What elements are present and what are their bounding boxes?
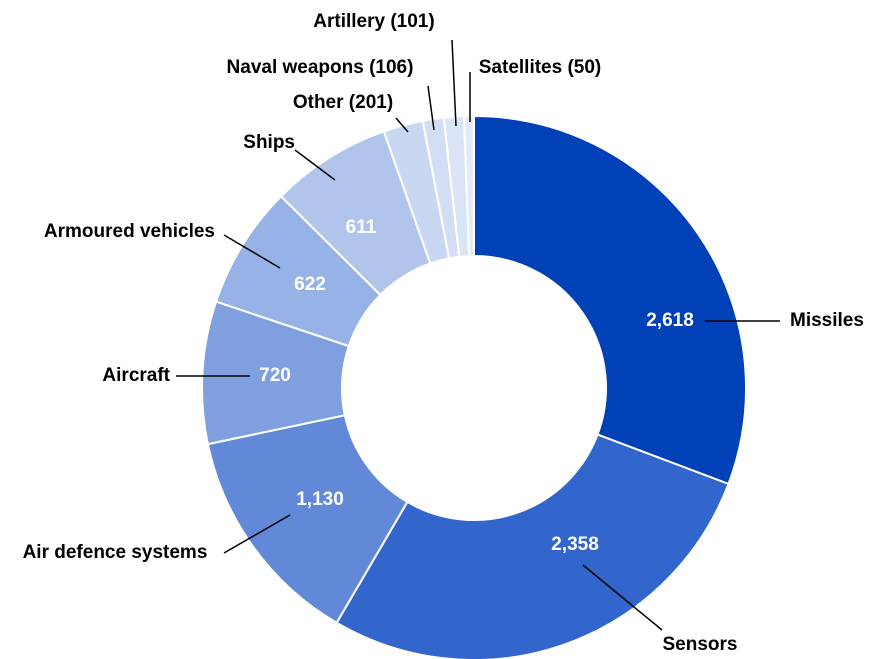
value-label: 1,130 [296, 489, 344, 510]
leader-line [223, 234, 281, 269]
category-label: Naval weapons (106) [227, 57, 414, 78]
category-label: Air defence systems [23, 542, 208, 563]
category-label: Sensors [663, 634, 738, 655]
value-label: 611 [346, 217, 377, 238]
category-label: Artillery (101) [313, 11, 434, 32]
value-label: 622 [294, 274, 326, 295]
value-label: 2,618 [646, 310, 694, 331]
value-label: 2,358 [551, 534, 599, 555]
category-label: Aircraft [102, 365, 170, 386]
leader-line [223, 514, 291, 554]
leader-line [395, 117, 409, 133]
category-label: Ships [243, 132, 295, 153]
donut-slice [206, 414, 409, 625]
donut-slice [473, 114, 747, 486]
leader-line [582, 564, 663, 631]
category-label: Armoured vehicles [44, 221, 215, 242]
leader-line [427, 85, 435, 131]
leader-line [294, 149, 336, 181]
donut-slice [462, 114, 475, 258]
donut-slice [335, 433, 730, 659]
category-label: Satellites (50) [479, 57, 602, 78]
leader-line [451, 39, 457, 127]
category-label: Other (201) [293, 92, 393, 113]
value-label: 720 [259, 365, 291, 386]
category-label: Missiles [790, 310, 864, 331]
